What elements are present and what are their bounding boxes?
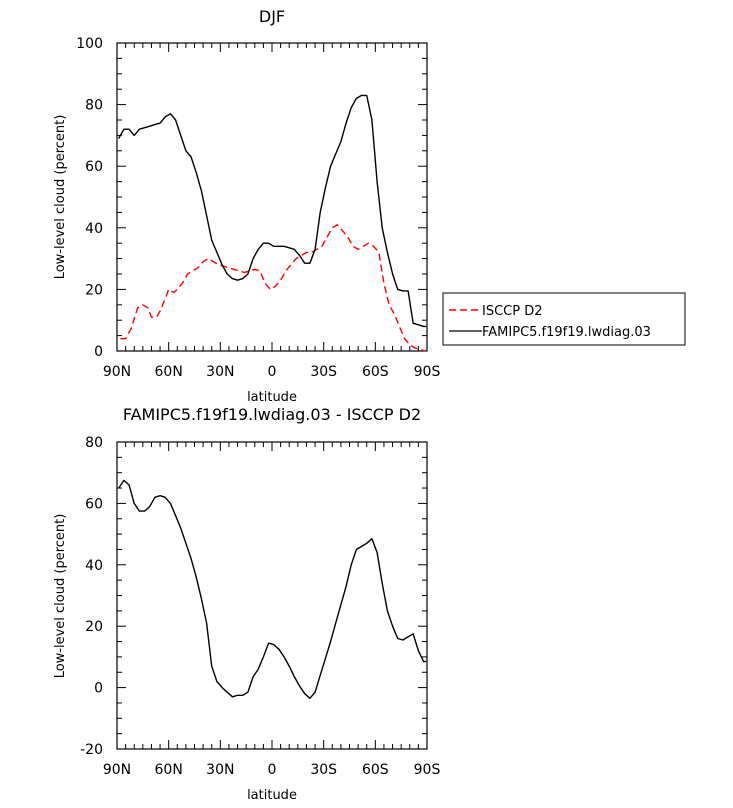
legend-label-famipc5: FAMIPC5.f19f19.lwdiag.03 xyxy=(482,325,651,340)
y-tick-label: 40 xyxy=(85,221,103,237)
y-tick-label: 20 xyxy=(85,619,103,635)
top-series-layer xyxy=(118,94,427,352)
x-tick-label: 60S xyxy=(362,762,389,778)
bottom-series-layer xyxy=(118,479,427,699)
bottom-series-line-1 xyxy=(118,479,427,699)
bottom-x-axis-label: latitude xyxy=(247,788,297,803)
top-plot-frame xyxy=(116,42,428,352)
y-tick-label: 60 xyxy=(85,159,103,175)
x-tick-label: 30N xyxy=(206,364,234,380)
x-tick-label: 90N xyxy=(103,762,131,778)
legend: ISCCP D2 FAMIPC5.f19f19.lwdiag.03 xyxy=(442,292,686,346)
x-tick-label: 0 xyxy=(268,762,277,778)
y-tick-label: -20 xyxy=(80,742,103,758)
y-tick-label: 20 xyxy=(85,282,103,298)
y-tick-label: 40 xyxy=(85,558,103,574)
x-tick-label: 60S xyxy=(362,364,389,380)
top-series-line-2 xyxy=(118,94,427,328)
top-x-axis-label: latitude xyxy=(247,390,297,405)
bottom-y-axis-label: Low-level cloud (percent) xyxy=(53,514,68,679)
x-tick-label: 60N xyxy=(155,762,183,778)
x-tick-label: 30S xyxy=(310,762,337,778)
top-panel: 90N 60N 30N 0 30S 60S 90S 0 20 40 60 80 100 DJF lati… xyxy=(53,7,686,405)
top-chart-title: DJF xyxy=(259,7,285,26)
x-tick-label: 0 xyxy=(268,364,277,380)
x-tick-label: 30S xyxy=(310,364,337,380)
bottom-chart-title: FAMIPC5.f19f19.lwdiag.03 - ISCCP D2 xyxy=(123,405,421,424)
y-tick-label: 60 xyxy=(85,496,103,512)
x-tick-label: 30N xyxy=(206,762,234,778)
x-tick-label: 90S xyxy=(414,364,441,380)
y-tick-label: 0 xyxy=(94,681,103,697)
bottom-plot-frame xyxy=(116,441,428,750)
legend-label-isccp: ISCCP D2 xyxy=(482,304,543,319)
bottom-ticks: 90N 60N 30N 0 30S 60S 90S -20 0 20 40 60 80 xyxy=(80,435,440,778)
y-tick-label: 100 xyxy=(76,36,103,52)
y-tick-label: 80 xyxy=(85,435,103,451)
top-y-axis-label: Low-level cloud (percent) xyxy=(53,115,68,280)
top-series-line-1 xyxy=(120,224,426,352)
y-tick-label: 80 xyxy=(85,98,103,114)
x-tick-label: 90S xyxy=(414,762,441,778)
x-tick-label: 90N xyxy=(103,364,131,380)
top-ticks: 90N 60N 30N 0 30S 60S 90S 0 20 40 60 80 100 xyxy=(76,36,440,380)
legend-box xyxy=(442,292,686,346)
bottom-panel: 90N 60N 30N 0 30S 60S 90S -20 0 20 40 60 80 FAMIPC5.… xyxy=(53,405,440,803)
x-tick-label: 60N xyxy=(155,364,183,380)
y-tick-label: 0 xyxy=(94,344,103,360)
